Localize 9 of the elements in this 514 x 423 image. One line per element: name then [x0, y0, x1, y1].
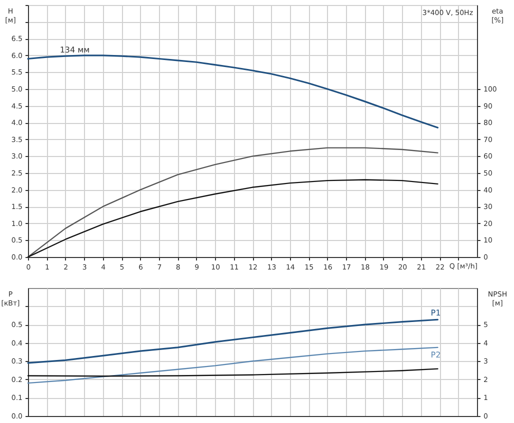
line-series [27, 147, 438, 258]
series-label: P2 [430, 350, 441, 360]
line-series [27, 318, 439, 364]
series-label: P1 [430, 308, 441, 318]
line-series [27, 54, 439, 128]
line-series [27, 346, 438, 384]
line-series [27, 179, 438, 258]
line-series [27, 368, 438, 377]
annotation: 134 мм [60, 45, 90, 54]
